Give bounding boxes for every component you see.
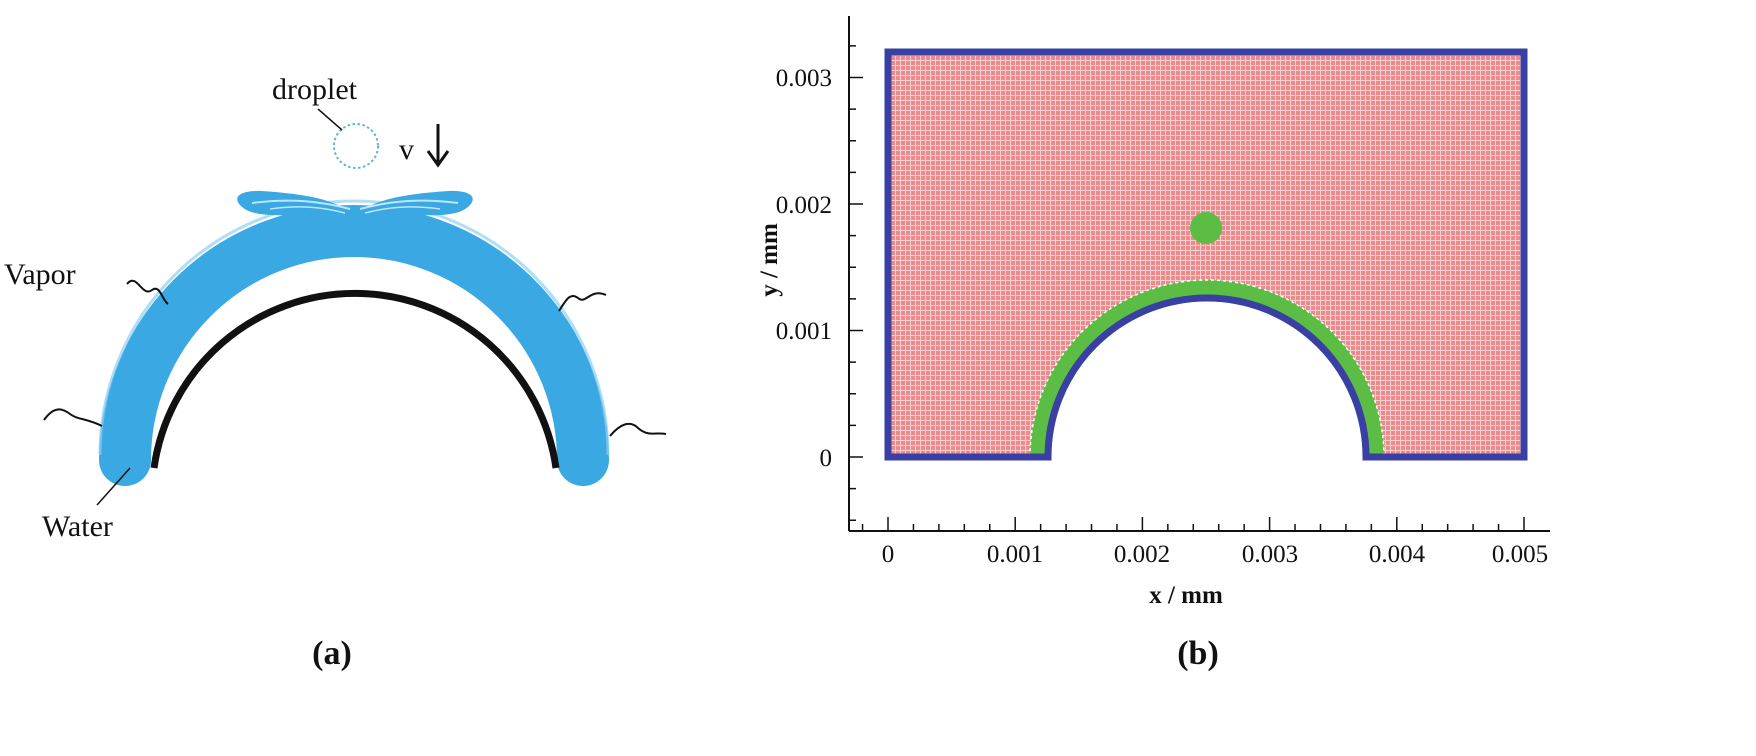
vapor-label: Vapor bbox=[4, 258, 76, 291]
vapor-wave-upper-left bbox=[126, 280, 169, 305]
droplet-leader bbox=[317, 108, 343, 131]
droplet-circle bbox=[333, 123, 379, 169]
panel-b-caption: (b) bbox=[1177, 635, 1219, 672]
x-tick-label-0.003: 0.003 bbox=[1242, 541, 1298, 568]
water-film bbox=[99, 205, 609, 486]
droplet-label: droplet bbox=[272, 73, 358, 106]
vapor-waves bbox=[43, 280, 667, 437]
panel-a: droplet v Vapor Water (a) bbox=[4, 73, 667, 672]
mesh-domain bbox=[888, 52, 1524, 457]
y-axis-label: y / mm bbox=[756, 223, 783, 297]
water-film-highlight bbox=[98, 199, 610, 456]
panel-b: 0.003 0.002 0.001 0 0 0.001 0.002 0.003 … bbox=[756, 16, 1550, 672]
vapor-wave-lower-left bbox=[43, 408, 103, 427]
x-tick-label-0: 0 bbox=[882, 541, 895, 568]
y-tick-label-0: 0 bbox=[820, 445, 833, 472]
x-tick-label-0.002: 0.002 bbox=[1114, 541, 1170, 568]
y-tick-label-0.001: 0.001 bbox=[776, 318, 832, 345]
velocity-label: v bbox=[399, 133, 414, 166]
solid-surface bbox=[150, 290, 560, 469]
water-label: Water bbox=[42, 510, 113, 543]
splash-crown bbox=[237, 190, 473, 218]
droplet-region bbox=[1190, 212, 1222, 244]
x-tick-label-0.005: 0.005 bbox=[1492, 541, 1548, 568]
x-tick-label-0.004: 0.004 bbox=[1369, 541, 1426, 568]
velocity-arrow-icon bbox=[426, 124, 450, 168]
x-tick-label-0.001: 0.001 bbox=[987, 541, 1043, 568]
x-axis-ticks bbox=[861, 517, 1525, 531]
vapor-wave-upper-right bbox=[558, 292, 607, 312]
y-tick-label-0.003: 0.003 bbox=[776, 65, 832, 92]
vapor-wave-lower-right bbox=[609, 422, 667, 437]
water-leader bbox=[96, 467, 131, 506]
y-tick-label-0.002: 0.002 bbox=[776, 192, 832, 219]
panel-a-caption: (a) bbox=[312, 635, 352, 672]
domain-boundary bbox=[884, 48, 1528, 461]
x-axis-label: x / mm bbox=[1149, 582, 1223, 609]
y-axis-ticks bbox=[849, 45, 863, 521]
